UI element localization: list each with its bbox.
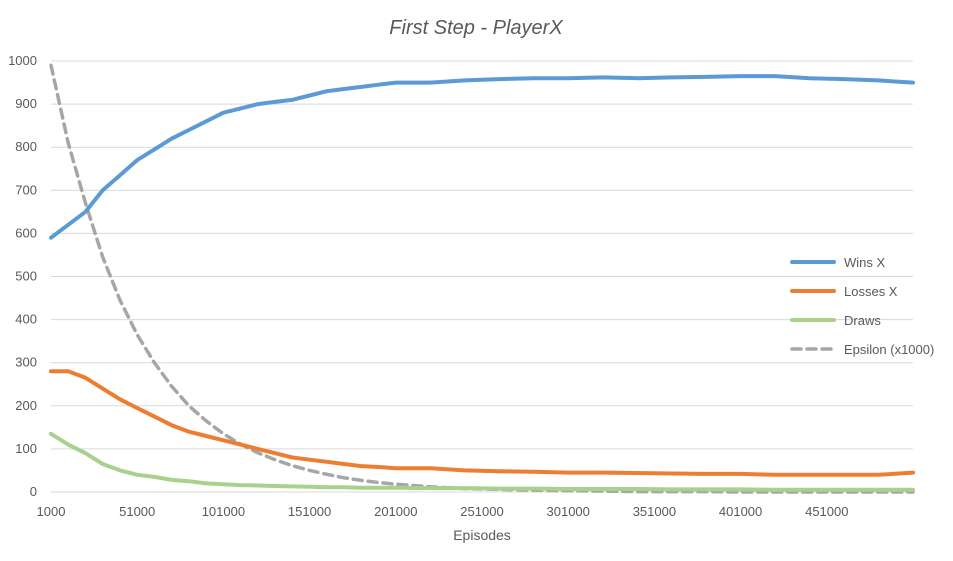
x-axis: 1000 51000 101000 151000 201000 251000 301000 3… (37, 504, 849, 519)
legend-label: Epsilon (x1000) (844, 342, 934, 357)
y-axis: 0 100 200 300 400 500 600 700 800 900 1000 (8, 53, 37, 499)
gridlines (51, 60, 913, 493)
x-tick-label: 301000 (547, 504, 590, 519)
y-tick-label: 800 (15, 139, 37, 154)
y-tick-label: 200 (15, 398, 37, 413)
y-tick-label: 100 (15, 441, 37, 456)
y-tick-label: 300 (15, 355, 37, 370)
x-tick-label: 351000 (633, 504, 676, 519)
y-tick-label: 900 (15, 96, 37, 111)
x-tick-label: 1000 (37, 504, 66, 519)
series-line-epsilon-x1000 (49, 63, 915, 494)
y-tick-label: 400 (15, 312, 37, 327)
series-line-losses-x (49, 369, 915, 477)
legend-label: Losses X (844, 284, 898, 299)
legend: Wins X Losses X Draws Epsilon (x1000) (790, 255, 934, 357)
x-tick-label: 201000 (374, 504, 417, 519)
y-tick-label: 700 (15, 182, 37, 197)
chart-title: First Step - PlayerX (389, 17, 563, 39)
series-line-draws (49, 431, 915, 492)
series-line-wins-x (49, 74, 915, 240)
x-tick-label: 151000 (288, 504, 331, 519)
y-tick-label: 500 (15, 269, 37, 284)
x-tick-label: 101000 (202, 504, 245, 519)
y-tick-label: 0 (30, 484, 37, 499)
y-tick-label: 1000 (8, 53, 37, 68)
y-tick-label: 600 (15, 225, 37, 240)
x-tick-label: 251000 (460, 504, 503, 519)
plot-area (49, 63, 915, 494)
legend-label: Wins X (844, 255, 886, 270)
x-tick-label: 401000 (719, 504, 762, 519)
x-tick-label: 451000 (805, 504, 848, 519)
legend-label: Draws (844, 313, 881, 328)
x-tick-label: 51000 (119, 504, 155, 519)
x-axis-title: Episodes (453, 527, 511, 543)
